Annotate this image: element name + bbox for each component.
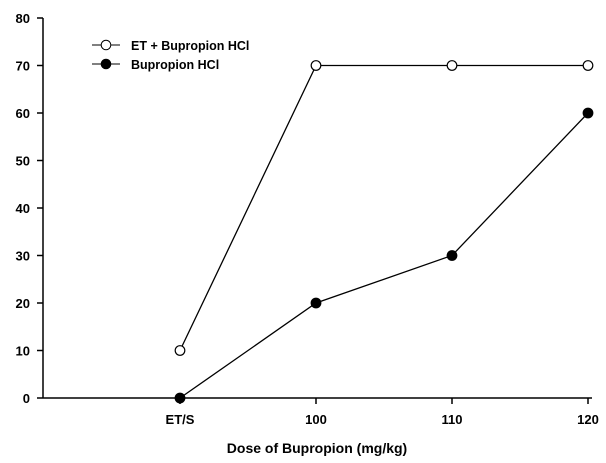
data-point-filled (582, 107, 594, 119)
data-point-open (582, 60, 594, 71)
x-tick-label: 100 (305, 412, 327, 427)
y-tick-label: 10 (16, 344, 30, 359)
y-tick-label: 60 (16, 106, 30, 121)
y-tick-label: 50 (16, 154, 30, 169)
data-point-filled (446, 250, 458, 261)
series-layer (174, 60, 594, 404)
x-tick-label: 120 (577, 412, 599, 427)
data-point-open (174, 345, 186, 356)
y-tick-label: 70 (16, 59, 30, 74)
x-axis-ticks: ET/S 100 110 120 (166, 398, 599, 427)
data-point-filled (174, 392, 186, 404)
y-axis-ticks: 0 10 20 30 40 50 60 70 80 (16, 11, 43, 406)
y-tick-label: 0 (23, 391, 30, 406)
legend-marker-filled-circle (100, 58, 112, 70)
data-point-filled (310, 297, 322, 309)
legend-label-bupropion: Bupropion HCl (131, 58, 219, 72)
y-tick-label: 80 (16, 11, 30, 26)
series-line (179, 112, 589, 399)
series-bupropion (174, 107, 594, 404)
legend-marker-open-circle (100, 39, 112, 51)
legend: ET + Bupropion HCl Bupropion HCl (92, 39, 249, 72)
legend-label-et-bupropion: ET + Bupropion HCl (131, 39, 249, 53)
series-line (179, 64, 588, 351)
y-tick-label: 30 (16, 249, 30, 264)
y-tick-label: 40 (16, 201, 30, 216)
x-tick-label: ET/S (166, 412, 195, 427)
x-axis-title: Dose of Bupropion (mg/kg) (227, 440, 407, 456)
series-et-bupropion (174, 60, 594, 356)
data-point-open (446, 60, 458, 71)
x-tick-label: 110 (442, 412, 463, 427)
y-tick-label: 20 (16, 296, 30, 311)
data-point-open (310, 60, 322, 71)
